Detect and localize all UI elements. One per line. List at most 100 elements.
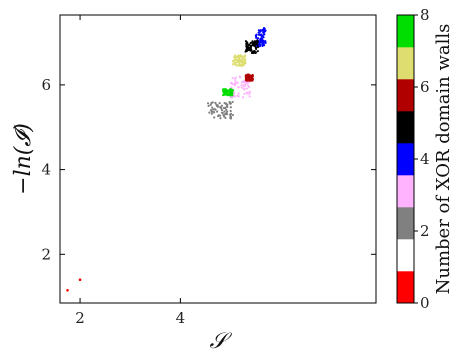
data-point — [256, 43, 259, 46]
data-point — [232, 95, 236, 98]
data-point — [242, 96, 245, 99]
data-point — [220, 111, 224, 114]
data-point — [231, 100, 234, 104]
data-point — [240, 84, 243, 87]
data-point — [262, 36, 265, 39]
data-point — [254, 51, 257, 54]
data-point — [245, 42, 249, 46]
data-point — [243, 92, 246, 95]
colorbar-segment — [397, 143, 414, 176]
data-point — [257, 31, 260, 34]
data-point — [242, 87, 245, 90]
data-point — [238, 63, 241, 66]
data-point — [232, 91, 236, 95]
colorbar-tick-label: 6 — [420, 78, 430, 96]
data-point — [234, 79, 237, 82]
data-point — [229, 94, 232, 97]
colorbar-segment — [397, 79, 414, 112]
data-point — [229, 106, 232, 109]
data-point — [222, 89, 225, 92]
data-point — [211, 106, 214, 109]
data-point — [248, 92, 251, 95]
plot-area — [59, 14, 377, 304]
data-point — [231, 89, 234, 92]
data-point — [212, 110, 215, 114]
data-point — [229, 117, 232, 120]
data-point — [263, 33, 266, 36]
colorbar-segment — [397, 207, 414, 240]
data-point — [210, 109, 213, 113]
data-point — [224, 112, 228, 115]
series-walls-8 — [221, 88, 234, 97]
colorbar-tick-label: 8 — [420, 6, 430, 24]
data-point — [262, 44, 266, 47]
data-point — [250, 48, 253, 51]
x-axis-label: 𝒮 — [209, 329, 232, 354]
data-point — [222, 106, 225, 110]
data-point — [218, 102, 221, 105]
series-walls-7 — [231, 54, 247, 67]
data-point — [220, 109, 224, 112]
data-point — [228, 113, 232, 116]
data-point — [243, 54, 246, 57]
data-point — [242, 63, 245, 66]
data-point — [264, 40, 267, 43]
data-point — [232, 63, 235, 66]
data-point — [223, 115, 226, 118]
y-tick-label: 2 — [41, 245, 51, 263]
data-point — [262, 42, 265, 45]
y-tick-label: 6 — [41, 76, 51, 94]
colorbar-tick-label: 2 — [420, 222, 430, 240]
data-point — [252, 41, 256, 44]
series-walls-5 — [244, 39, 260, 55]
data-point — [245, 87, 249, 90]
data-point — [234, 76, 237, 79]
data-point — [246, 74, 249, 77]
data-point — [234, 63, 237, 66]
x-tick-label: 4 — [176, 309, 186, 327]
data-point — [244, 50, 248, 53]
data-point — [240, 63, 243, 66]
data-point — [256, 45, 260, 49]
data-point — [231, 83, 234, 86]
data-point — [219, 117, 222, 120]
data-point — [262, 26, 266, 30]
data-point — [231, 113, 235, 117]
data-point — [239, 76, 242, 79]
data-point — [262, 31, 265, 34]
data-point — [223, 110, 226, 113]
data-point — [236, 56, 240, 59]
data-point — [259, 37, 263, 40]
data-point — [207, 104, 210, 107]
data-point — [212, 108, 215, 111]
data-point — [246, 84, 250, 87]
y-axis-label: −ln(𝓘) — [11, 123, 36, 195]
data-point — [224, 116, 227, 119]
data-point — [225, 102, 228, 105]
data-point — [249, 77, 252, 80]
colorbar: 0 2 4 6 8 — [396, 6, 430, 312]
data-point — [214, 108, 217, 111]
data-point — [259, 30, 262, 33]
colorbar-segment — [397, 175, 414, 208]
data-point — [242, 57, 245, 60]
colorbar-segment — [397, 15, 414, 48]
data-point — [210, 112, 213, 115]
data-point — [264, 29, 267, 32]
data-point — [237, 86, 240, 89]
data-point — [258, 33, 261, 36]
colorbar-tick-label: 4 — [420, 150, 430, 168]
data-point — [227, 90, 231, 93]
data-point — [216, 110, 219, 113]
colorbar-segment — [397, 239, 414, 272]
data-point — [249, 44, 252, 47]
data-point — [225, 108, 228, 111]
data-point — [223, 92, 226, 96]
data-point — [257, 29, 260, 32]
data-point — [206, 102, 210, 105]
data-point — [218, 114, 222, 117]
data-point — [248, 75, 252, 78]
data-point — [208, 111, 211, 114]
data-point — [260, 41, 263, 44]
data-point — [250, 79, 253, 82]
